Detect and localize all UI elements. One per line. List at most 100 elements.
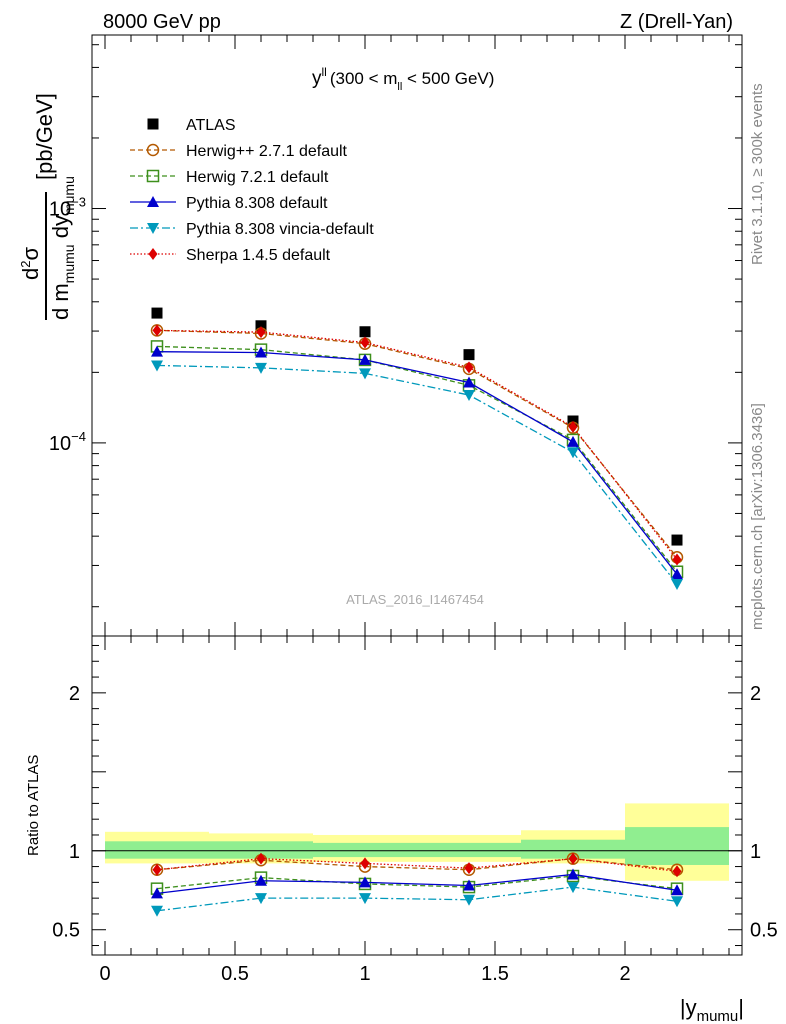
point-atlas: [255, 320, 267, 332]
legend-marker-vincia: [147, 223, 159, 234]
point-pythia: [359, 353, 371, 365]
x-tick-label: 2: [619, 963, 630, 985]
series-line-vincia: [156, 364, 678, 585]
series-line-herwigpp: [156, 329, 678, 558]
band-inner-bin: [417, 842, 521, 858]
svg-text:d mmumu dymumu: d mmumu dymumu: [48, 176, 77, 320]
series-vincia: [151, 360, 683, 591]
ratio-point-sherpa: [360, 857, 370, 870]
point-atlas: [671, 534, 683, 546]
point-sherpa: [672, 553, 682, 566]
x-tick-label: 0.5: [221, 963, 249, 985]
point-atlas: [463, 349, 475, 361]
point-pythia: [255, 346, 267, 358]
y-tick-label: 10−4: [49, 429, 86, 455]
point-pythia: [671, 568, 683, 580]
series-herwig7: [150, 340, 684, 578]
ratio-line-herwig7: [156, 875, 678, 890]
series-line-pythia: [156, 351, 678, 575]
series-herwigpp: [150, 324, 684, 564]
legend: ATLAS Herwig++ 2.7.1 default Herwig 7.2.1 …: [130, 117, 374, 264]
legend-entry-herwig7: Herwig 7.2.1 default: [130, 169, 329, 186]
ratio-y-tick-label: 1: [69, 841, 80, 863]
ratio-series-vincia: [151, 882, 683, 917]
ratio-point-vincia: [255, 893, 267, 905]
ratio-y-tick-label: 0.5: [52, 920, 80, 942]
legend-marker-sherpa: [148, 248, 158, 260]
legend-marker-herwig7: [146, 169, 160, 183]
band-inner-bin: [209, 841, 313, 859]
ratio-line-vincia: [156, 886, 678, 912]
mcplots-label: mcplots.cern.ch [arXiv:1306.3436]: [749, 403, 766, 630]
ratio-point-sherpa: [568, 852, 578, 865]
point-vincia: [359, 368, 371, 380]
main-plot: [150, 307, 684, 591]
ratio-point-sherpa: [256, 852, 266, 865]
rivet-label: Rivet 3.1.10, ≥ 300k events: [749, 83, 766, 265]
point-pythia: [463, 376, 475, 388]
point-vincia: [463, 390, 475, 402]
ratio-point-pythia: [463, 879, 475, 891]
ratio-point-pythia: [359, 876, 371, 888]
legend-entry-sherpa: Sherpa 1.4.5 default: [130, 247, 331, 264]
watermark: ATLAS_2016_I1467454: [346, 592, 484, 607]
x-axis-label: |ymumu|: [680, 995, 744, 1024]
band-inner-bin: [521, 839, 625, 859]
series-pythia: [151, 345, 683, 580]
ratio-point-sherpa: [152, 863, 162, 876]
ratio-point-vincia: [359, 893, 371, 905]
axes: 0 0.5 1 1.5 2 10−4 10−3 0.5 0.5 1 1 2 2: [49, 34, 778, 985]
x-tick-label: 1: [359, 963, 370, 985]
point-pythia: [151, 345, 163, 357]
ratio-point-vincia: [567, 882, 579, 894]
ratio-point-sherpa: [672, 865, 682, 878]
legend-label-atlas: ATLAS: [186, 117, 236, 134]
header-left: 8000 GeV pp: [103, 11, 221, 33]
point-pythia: [567, 435, 579, 447]
ratio-point-pythia: [255, 874, 267, 886]
legend-label-herwigpp: Herwig++ 2.7.1 default: [186, 143, 348, 160]
legend-marker-pythia: [147, 196, 159, 207]
legend-label-herwig7: Herwig 7.2.1 default: [186, 169, 329, 186]
legend-marker-herwigpp: [146, 143, 160, 157]
point-atlas: [359, 326, 371, 338]
ratio-y-tick-label-right: 2: [750, 683, 761, 705]
ratio-y-tick-label: 2: [69, 683, 80, 705]
point-vincia: [255, 362, 267, 374]
legend-entry-atlas: ATLAS: [147, 117, 236, 134]
series-line-sherpa: [156, 329, 678, 560]
point-atlas: [151, 307, 163, 319]
ratio-line-pythia: [156, 873, 678, 895]
svg-text:[pb/GeV]: [pb/GeV]: [32, 93, 57, 180]
series-atlas: [151, 307, 683, 546]
legend-entry-herwigpp: Herwig++ 2.7.1 default: [130, 143, 348, 160]
point-sherpa: [568, 420, 578, 433]
ratio-plot: [92, 803, 742, 917]
point-sherpa: [464, 361, 474, 374]
ratio-series-pythia: [151, 868, 683, 899]
header-right: Z (Drell-Yan): [620, 11, 733, 33]
main-ylabel: d2σ d mmumu dymumu [pb/GeV]: [18, 93, 77, 320]
point-vincia: [671, 579, 683, 591]
ratio-point-vincia: [151, 905, 163, 917]
band-inner-bin: [313, 842, 417, 858]
x-tick-label: 1.5: [481, 963, 509, 985]
legend-marker-atlas: [147, 118, 159, 130]
legend-label-sherpa: Sherpa 1.4.5 default: [186, 247, 331, 264]
band-inner-bin: [105, 841, 209, 859]
ratio-series-sherpa: [152, 852, 682, 878]
ratio-point-pythia: [567, 868, 579, 880]
ratio-point-pythia: [671, 884, 683, 896]
legend-label-pythia: Pythia 8.308 default: [186, 195, 328, 212]
ratio-point-vincia: [671, 896, 683, 908]
legend-entry-vincia: Pythia 8.308 vincia-default: [130, 221, 374, 238]
ratio-line-sherpa: [156, 858, 678, 872]
ratio-ylabel: Ratio to ATLAS: [25, 755, 42, 856]
point-sherpa: [256, 326, 266, 339]
ratio-point-pythia: [151, 887, 163, 899]
series-sherpa: [152, 324, 682, 566]
point-sherpa: [360, 336, 370, 349]
point-vincia: [151, 360, 163, 372]
ratio-point-vincia: [463, 894, 475, 906]
point-sherpa: [152, 324, 162, 337]
